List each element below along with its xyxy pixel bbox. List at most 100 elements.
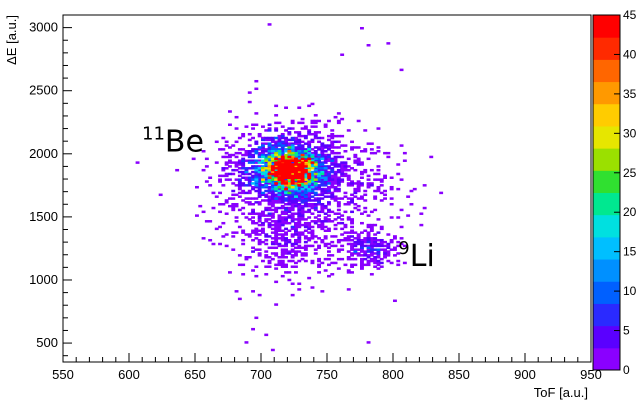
heatmap-cell	[254, 233, 259, 236]
heatmap-cell	[373, 233, 378, 236]
heatmap-cell	[317, 172, 321, 176]
heatmap-cell	[254, 112, 259, 115]
heatmap-cell	[317, 157, 321, 161]
heatmap-cell	[313, 119, 318, 123]
heatmap-cell	[277, 227, 282, 231]
heatmap-cell	[274, 263, 279, 267]
heatmap-cell	[366, 231, 371, 234]
heatmap-cell	[290, 225, 295, 229]
heatmap-cell	[327, 167, 331, 170]
heatmap-cell	[327, 119, 331, 123]
heatmap-cell	[310, 172, 315, 176]
heatmap-cell	[264, 182, 269, 185]
heatmap-cell	[320, 170, 325, 174]
heatmap-cell	[241, 153, 246, 157]
heatmap-cell	[294, 201, 298, 204]
heatmap-cell	[300, 212, 305, 215]
heatmap-cell	[264, 159, 269, 162]
heatmap-cell	[280, 155, 285, 159]
heatmap-cell	[323, 176, 328, 179]
heatmap-cell	[340, 248, 345, 251]
heatmap-cell	[383, 174, 387, 178]
heatmap-cell	[297, 189, 302, 193]
heatmap-cell	[340, 117, 345, 121]
heatmap-cell	[241, 161, 246, 164]
heatmap-cell	[333, 161, 338, 164]
heatmap-cell	[290, 208, 295, 212]
heatmap-cell	[284, 242, 288, 246]
heatmap-cell	[340, 218, 345, 221]
heatmap-cell	[237, 148, 242, 151]
heatmap-cell	[376, 189, 381, 193]
heatmap-cell	[234, 220, 239, 223]
heatmap-cell	[267, 176, 272, 179]
heatmap-cell	[287, 250, 292, 253]
heatmap-cell	[369, 168, 374, 172]
heatmap-cell	[294, 151, 298, 155]
heatmap-cell	[234, 127, 239, 130]
heatmap-cell	[297, 176, 302, 179]
heatmap-cell	[254, 168, 259, 172]
heatmap-cell	[237, 254, 242, 257]
heatmap-cell	[307, 170, 312, 174]
heatmap-cell	[257, 216, 262, 219]
heatmap-cell	[297, 197, 302, 200]
heatmap-cell	[363, 189, 368, 193]
heatmap-cell	[343, 210, 348, 214]
heatmap-cell	[310, 121, 315, 125]
heatmap-cell	[303, 246, 308, 250]
heatmap-cell	[274, 206, 279, 210]
heatmap-cell	[297, 225, 302, 229]
heatmap-cell	[336, 182, 341, 185]
heatmap-cell	[393, 235, 397, 238]
heatmap-cell	[264, 193, 269, 197]
heatmap-cell	[300, 121, 305, 125]
heatmap-cell	[287, 229, 292, 232]
heatmap-cell	[350, 257, 354, 261]
heatmap-cell	[350, 238, 354, 242]
heatmap-cell	[303, 167, 308, 170]
heatmap-cell	[277, 155, 282, 159]
heatmap-cell	[277, 165, 282, 168]
heatmap-cell	[257, 165, 262, 168]
heatmap-cell	[280, 167, 285, 170]
heatmap-cell	[343, 167, 348, 170]
heatmap-cell	[267, 146, 272, 149]
heatmap-cell	[257, 146, 262, 149]
heatmap-cell	[221, 203, 226, 206]
heatmap-cell	[317, 161, 321, 164]
heatmap-cell	[340, 163, 345, 166]
heatmap-cell	[224, 167, 229, 170]
heatmap-cell	[300, 182, 305, 185]
heatmap-cell	[356, 185, 361, 189]
heatmap-cell	[251, 176, 255, 179]
heatmap-cell	[284, 231, 288, 234]
heatmap-cell	[267, 151, 272, 155]
heatmap-cell	[287, 153, 292, 157]
heatmap-cell	[280, 136, 285, 140]
heatmap-cell	[241, 242, 246, 246]
heatmap-cell	[386, 252, 391, 255]
heatmap-cell	[237, 263, 242, 267]
heatmap-cell	[251, 231, 255, 234]
heatmap-cell	[247, 91, 252, 94]
heatmap-cell	[270, 204, 275, 208]
heatmap-cell	[280, 250, 285, 253]
heatmap-cell	[224, 151, 229, 155]
heatmap-cell	[277, 233, 282, 236]
heatmap-cell	[294, 246, 298, 250]
heatmap-cell	[290, 244, 295, 248]
heatmap-cell	[363, 263, 368, 267]
heatmap-cell	[218, 178, 222, 181]
heatmap-cell	[297, 167, 302, 170]
heatmap-cell	[274, 252, 279, 255]
heatmap-cell	[280, 216, 285, 219]
heatmap-cell	[280, 134, 285, 138]
heatmap-cell	[320, 153, 325, 157]
heatmap-cell	[228, 178, 232, 181]
heatmap-cell	[376, 150, 381, 153]
heatmap-cell	[320, 261, 325, 265]
heatmap-cell	[277, 259, 282, 263]
heatmap-cell	[303, 187, 308, 191]
